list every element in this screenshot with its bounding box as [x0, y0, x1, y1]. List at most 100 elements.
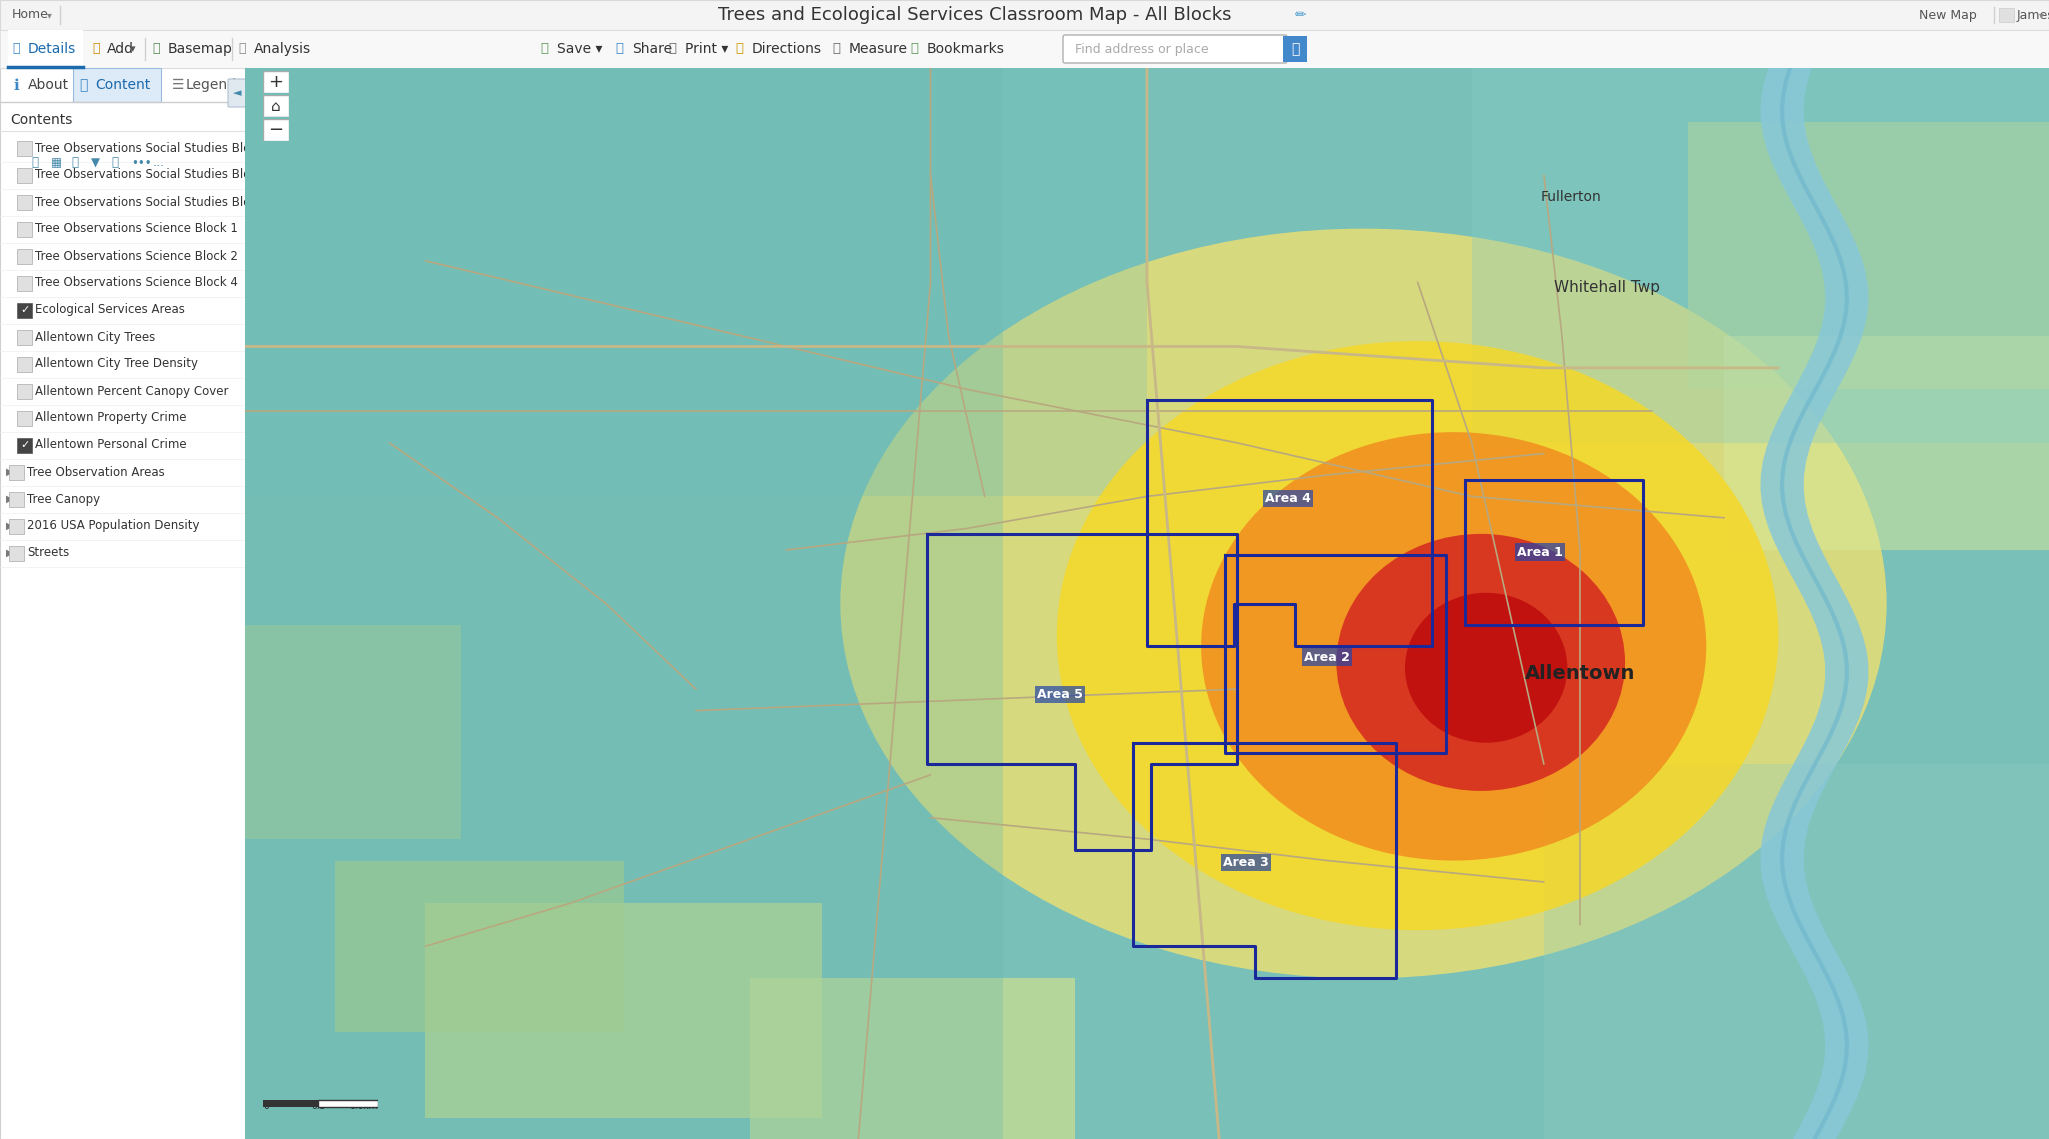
Text: Fullerton: Fullerton	[1541, 189, 1602, 204]
Text: ▾: ▾	[2039, 10, 2045, 21]
Text: ⭐: ⭐	[736, 41, 744, 55]
Bar	[16, 384, 33, 399]
Text: Content: Content	[94, 77, 150, 92]
Bar	[16, 330, 33, 345]
Text: 2016 USA Population Density: 2016 USA Population Density	[27, 519, 199, 533]
Text: Basemap: Basemap	[168, 42, 234, 56]
Text: 📋: 📋	[12, 41, 20, 55]
Bar	[16, 303, 33, 318]
Text: ✓: ✓	[20, 440, 29, 450]
Text: Whitehall Twp: Whitehall Twp	[1553, 280, 1660, 295]
Text: esri: esri	[1990, 1116, 2026, 1134]
Bar	[2031, 68, 2049, 87]
Bar	[262, 1100, 318, 1107]
Bar	[318, 1100, 377, 1107]
Text: Legend: Legend	[186, 77, 238, 92]
Bar	[16, 141, 33, 156]
Ellipse shape	[1406, 592, 1567, 743]
Text: 📊: 📊	[31, 156, 39, 170]
Bar	[426, 903, 822, 1117]
Bar	[246, 68, 1002, 1139]
Text: Save ▾: Save ▾	[557, 42, 602, 56]
Bar	[16, 439, 33, 453]
Text: Area 2: Area 2	[1305, 650, 1350, 664]
Text: ▶: ▶	[6, 494, 14, 503]
Ellipse shape	[1057, 341, 1779, 931]
Text: Directions: Directions	[752, 42, 822, 56]
Text: ✏: ✏	[1295, 8, 1305, 22]
Text: Tree Observations Science Block 4: Tree Observations Science Block 4	[35, 277, 238, 289]
Text: 📤: 📤	[615, 41, 623, 55]
Text: ◄: ◄	[234, 88, 242, 98]
Bar	[16, 411, 33, 426]
Bar	[246, 68, 1147, 497]
Text: 🗺: 🗺	[152, 41, 160, 55]
Text: 🔖: 🔖	[910, 41, 918, 55]
Text: Tree Observations Science Block 1: Tree Observations Science Block 1	[35, 222, 238, 236]
Text: ✕: ✕	[2035, 72, 2045, 82]
Text: 📋: 📋	[80, 77, 88, 92]
Bar	[16, 249, 33, 264]
Text: ▶: ▶	[6, 467, 14, 477]
Text: Add: Add	[107, 42, 133, 56]
Text: Area 5: Area 5	[1037, 688, 1084, 700]
Text: Find address or place: Find address or place	[1076, 42, 1209, 56]
Text: 🌅: 🌅	[72, 156, 78, 170]
Text: ⌂: ⌂	[270, 98, 281, 114]
Ellipse shape	[840, 229, 1887, 978]
Text: •••: •••	[131, 156, 152, 170]
Text: ▼: ▼	[90, 156, 100, 170]
Bar	[1283, 36, 1307, 62]
Text: ▾: ▾	[47, 10, 51, 21]
Text: 🔍: 🔍	[1291, 42, 1299, 56]
Text: Measure: Measure	[848, 42, 908, 56]
Text: Allentown City Tree Density: Allentown City Tree Density	[35, 358, 199, 370]
Text: Trees and Ecological Services Classroom Map - All Blocks: Trees and Ecological Services Classroom …	[717, 6, 1231, 24]
Text: Allentown Personal Crime: Allentown Personal Crime	[35, 439, 186, 451]
Ellipse shape	[1336, 534, 1625, 790]
Text: ▶: ▶	[6, 521, 14, 531]
Bar	[1725, 336, 2049, 550]
Bar	[8, 465, 25, 480]
Text: 0.6km: 0.6km	[350, 1103, 377, 1111]
Text: Tree Observations Social Studies Block 2: Tree Observations Social Studies Block 2	[35, 169, 275, 181]
Text: Area 3: Area 3	[1223, 857, 1268, 869]
Bar	[16, 222, 33, 237]
Text: 📏: 📏	[832, 41, 840, 55]
Text: Share: Share	[631, 42, 672, 56]
Text: Tree Observations Social Studies Block 1: Tree Observations Social Studies Block 1	[35, 141, 275, 155]
Text: Allentown Property Crime: Allentown Property Crime	[35, 411, 186, 425]
Text: Bookmarks: Bookmarks	[926, 42, 1004, 56]
Text: Area 4: Area 4	[1264, 492, 1311, 505]
Bar	[246, 625, 461, 839]
Bar	[0, 134, 244, 161]
Bar	[16, 276, 33, 290]
Text: Home: Home	[12, 8, 49, 22]
Bar	[0, 30, 2049, 68]
Text: 💾: 💾	[541, 41, 547, 55]
Text: 📹: 📹	[111, 156, 119, 170]
Text: Allentown City Trees: Allentown City Trees	[35, 330, 156, 344]
Bar	[8, 519, 25, 534]
Bar	[1688, 122, 2049, 390]
Text: Ecological Services Areas: Ecological Services Areas	[35, 303, 184, 317]
Bar	[0, 68, 246, 1139]
Text: ▶: ▶	[6, 548, 14, 558]
Text: Print ▾: Print ▾	[684, 42, 727, 56]
Text: +: +	[268, 73, 283, 91]
Text: Allentown Percent Canopy Cover: Allentown Percent Canopy Cover	[35, 385, 229, 398]
Text: Area 1: Area 1	[1518, 546, 1563, 558]
Bar	[1971, 1112, 2045, 1136]
Bar	[16, 357, 33, 372]
Text: 📊: 📊	[238, 41, 246, 55]
Bar	[16, 167, 33, 183]
Text: 🖨: 🖨	[668, 41, 676, 55]
Text: Tree Observations Social Studies Block 4: Tree Observations Social Studies Block 4	[35, 196, 275, 208]
Text: Tree Observations Science Block 2: Tree Observations Science Block 2	[35, 249, 238, 262]
Bar	[16, 195, 33, 210]
Text: Contents: Contents	[10, 113, 72, 128]
Bar	[0, 0, 2049, 30]
Text: James: James	[2016, 8, 2049, 22]
Text: ...: ...	[154, 156, 166, 170]
Text: ✓: ✓	[20, 305, 29, 316]
